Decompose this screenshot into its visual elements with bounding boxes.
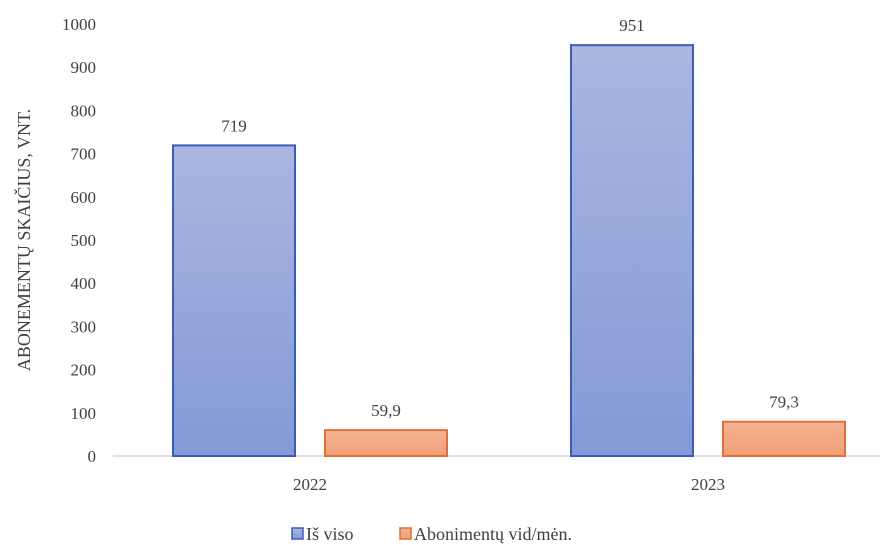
y-tick-label: 700 xyxy=(71,145,97,164)
legend-label: Iš viso xyxy=(306,524,354,544)
y-tick-label: 300 xyxy=(71,317,97,336)
data-label: 951 xyxy=(619,16,645,35)
bars xyxy=(172,44,846,457)
bar-monthly-avg-2023 xyxy=(722,420,846,457)
y-tick-label: 0 xyxy=(88,447,97,466)
legend-swatch xyxy=(399,527,412,540)
x-tick-label: 2023 xyxy=(691,475,725,494)
y-tick-label: 800 xyxy=(71,101,97,120)
legend-label: Abonimentų vid/mėn. xyxy=(414,524,572,544)
x-tick-label: 2022 xyxy=(293,475,327,494)
legend: Iš viso Abonimentų vid/mėn. xyxy=(291,524,572,544)
y-tick-label: 200 xyxy=(71,361,97,380)
bar-monthly-avg-2022 xyxy=(324,429,448,457)
category-labels: 2022 2023 xyxy=(293,475,725,494)
data-labels: 719 951 59,9 79,3 xyxy=(221,16,799,420)
y-tick-label: 900 xyxy=(71,58,97,77)
legend-swatch xyxy=(291,527,304,540)
bar-total-2023 xyxy=(570,44,694,457)
data-label: 79,3 xyxy=(769,393,799,412)
data-label: 59,9 xyxy=(371,401,401,420)
y-axis-ticks: 0 100 200 300 400 500 600 700 800 900 1000 xyxy=(62,15,96,466)
y-tick-label: 100 xyxy=(71,404,97,423)
y-tick-label: 600 xyxy=(71,188,97,207)
bar-total-2022 xyxy=(172,144,296,457)
data-label: 719 xyxy=(221,116,247,135)
y-axis-title: ABONEMENTŲ SKAIČIUS, VNT. xyxy=(13,109,34,371)
y-tick-label: 1000 xyxy=(62,15,96,34)
y-tick-label: 400 xyxy=(71,274,97,293)
y-tick-label: 500 xyxy=(71,231,97,250)
